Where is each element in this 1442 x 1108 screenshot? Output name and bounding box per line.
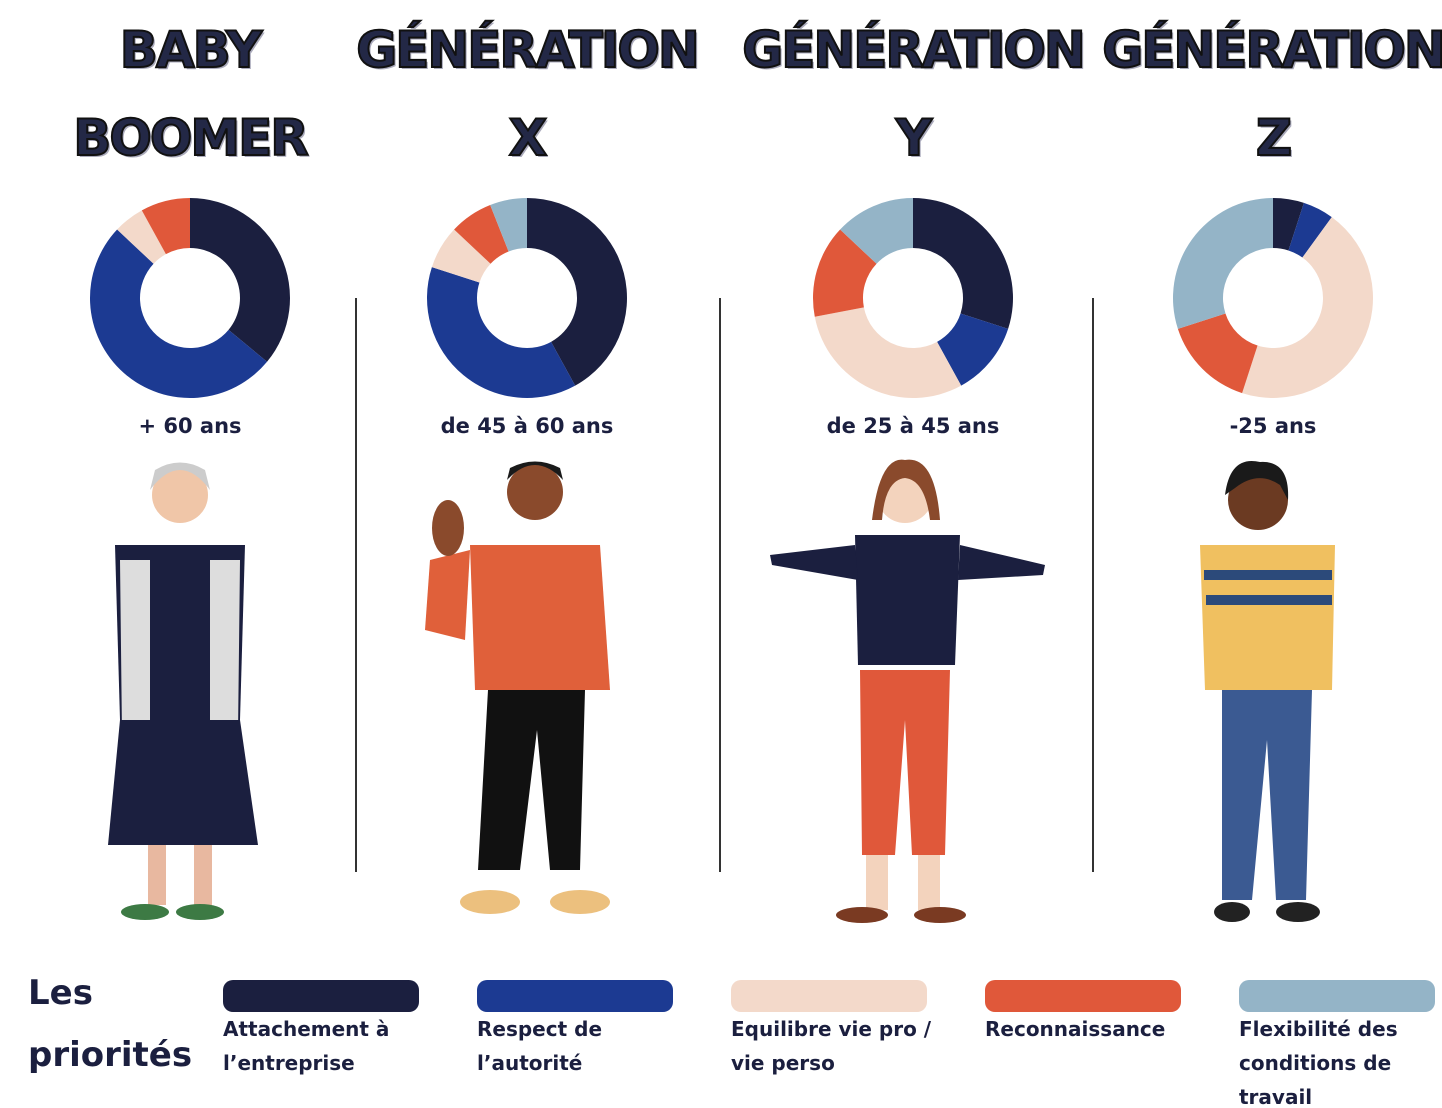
chart-subtitle: de 45 à 60 ans [377,414,677,438]
legend-swatch [1239,980,1435,1012]
chart-title: GÉNÉRATION Z [1093,6,1442,182]
legend-label: Equilibre vie pro / vie perso [731,1012,941,1080]
chart-subtitle: -25 ans [1123,414,1423,438]
chart-subtitle: + 60 ans [40,414,340,438]
donut-slice [913,198,1013,329]
legend-label: Reconnaissance [985,1012,1195,1046]
legend-swatch [985,980,1181,1012]
legend-label: Attachement à l’entreprise [223,1012,433,1080]
legend-label: Respect de l’autorité [477,1012,687,1080]
infographic: Les priorités BABY BOOMER + 60 ans GÉNÉRAT… [0,0,1442,1108]
chart-title: BABY BOOMER [10,6,370,182]
figure-boomer [108,463,258,921]
chart-title: GÉNÉRATION Y [733,6,1093,182]
legend-label: Flexibilité des conditions de travail [1239,1012,1442,1108]
chart-title: GÉNÉRATION X [347,6,707,182]
donut-slice [815,307,961,398]
figure-gen-z [1200,461,1335,922]
legend-swatch [731,980,927,1012]
legend-title: Les priorités [28,962,192,1086]
donut-slice [190,198,290,362]
figure-gen-y [770,460,1045,923]
figure-gen-x [425,462,610,915]
legend-swatch [477,980,673,1012]
chart-subtitle: de 25 à 45 ans [763,414,1063,438]
donut-slice [427,267,575,398]
legend-swatch [223,980,419,1012]
donut-slice [1178,313,1258,393]
donut-slice [1173,198,1273,329]
